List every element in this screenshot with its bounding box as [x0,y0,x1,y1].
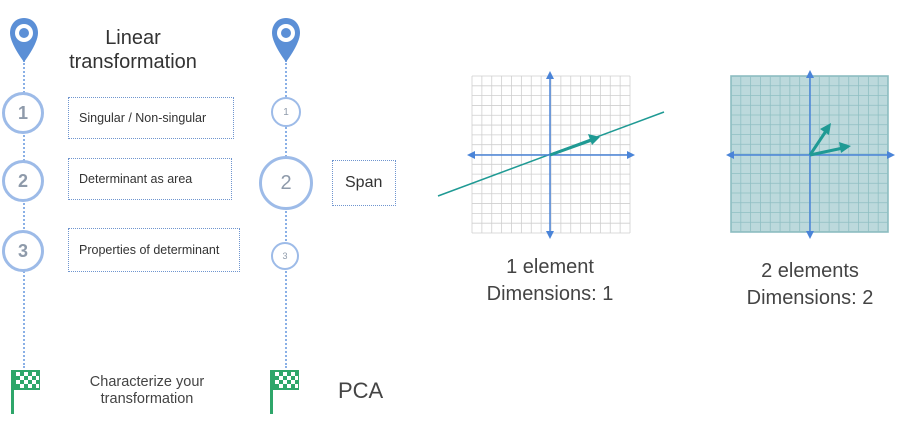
checkered-flag-icon [11,370,40,414]
y-axis-arrow-up [546,71,554,79]
right-step-1-circle: 1 [271,97,301,127]
right-step-3-circle: 3 [271,242,299,270]
title-line-1: Linear [105,27,161,49]
left-timeline [23,60,25,368]
vector-b-head [820,123,831,135]
step-label: Determinant as area [79,172,193,186]
right-step-2-circle: 2 [259,156,313,210]
step-number: 3 [17,240,28,261]
left-step-2-box: Determinant as area [68,158,232,200]
figure-1-caption: 1 element Dimensions: 1 [460,254,640,308]
left-step-3-circle: 3 [2,230,44,272]
step-label: Span [345,174,383,191]
vector-a-head [839,142,851,153]
step-number: 2 [280,171,292,194]
left-step-3-box: Properties of determinant [68,228,240,272]
y-axis-arrow-down [806,231,814,239]
caption-line-2: Dimensions: 1 [486,283,614,305]
goal-line-2: transformation [100,391,194,407]
step-label: Properties of determinant [79,243,220,257]
goal-line-1: Characterize your [89,374,205,390]
caption-line-2: Dimensions: 2 [746,287,874,309]
left-track-title: Linear transformation [58,26,208,74]
right-track-goal: PCA [338,378,384,403]
y-axis-arrow-down [546,231,554,239]
step-number: 1 [17,102,28,123]
caption-line-1: 1 element [506,256,594,278]
x-axis-arrow-left [467,151,475,159]
figure-2-caption: 2 elements Dimensions: 2 [720,258,900,312]
map-pin-icon [10,18,38,62]
y-axis-arrow-up [806,70,814,78]
right-step-2-box: Span [332,160,396,206]
left-step-2-circle: 2 [2,160,44,202]
x-axis-arrow-right [887,151,895,159]
left-step-1-box: Singular / Non-singular [68,97,234,139]
x-axis-arrow-right [627,151,635,159]
vector-1-head [588,134,600,145]
step-number: 1 [283,106,289,118]
left-step-1-circle: 1 [2,92,44,134]
vector-a [809,146,844,157]
step-number: 2 [17,170,28,191]
vector-1 [549,138,593,157]
title-line-2: transformation [69,51,197,73]
x-axis-arrow-left [726,151,734,159]
map-pin-icon [272,18,300,62]
step-label: Singular / Non-singular [79,111,207,125]
left-track-goal: Characterize your transformation [62,374,232,408]
caption-line-1: 2 elements [761,260,859,282]
vector-b [808,130,828,156]
step-number: 3 [282,251,288,261]
checkered-flag-icon [270,370,299,414]
right-timeline [285,60,287,368]
